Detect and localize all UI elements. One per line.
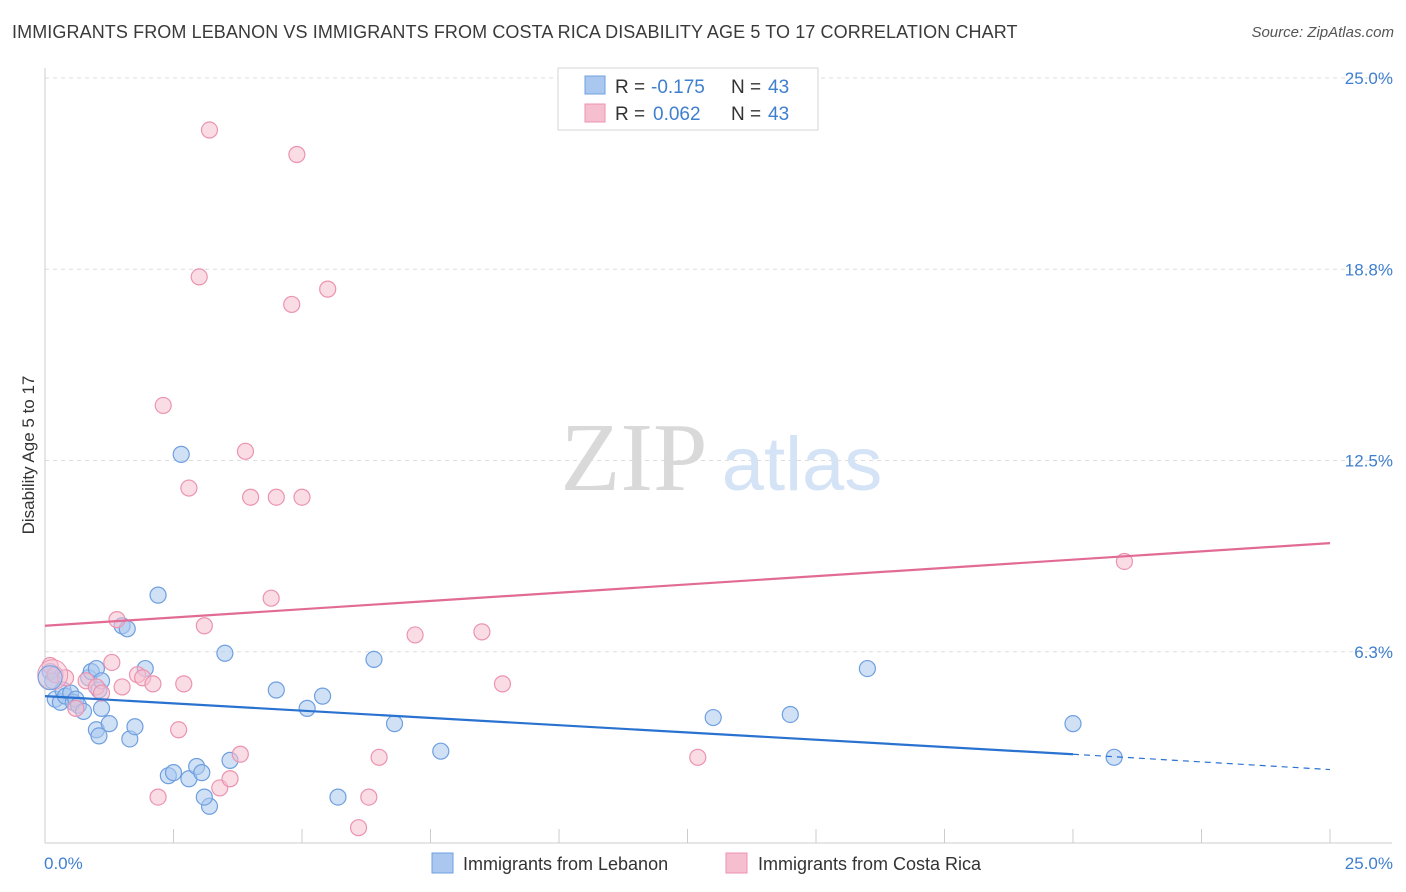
watermark: ZIP atlas [561,404,883,512]
lebanon-cluster [37,665,63,691]
costarica-point [493,675,512,693]
costarica-point [154,396,172,415]
costarica-point [67,699,85,717]
costarica-trend-line [44,542,1331,627]
costarica-point [267,488,285,506]
costarica-point [689,748,707,766]
stats-swatch-lebanon [584,75,606,95]
lebanon-point [216,644,234,662]
lebanon-point [267,681,285,699]
grid-layer [45,77,1392,653]
lebanon-point [149,586,167,604]
x-tick-label: 25.0% [1345,854,1393,873]
lebanon-point [92,699,111,717]
lebanon-point [298,699,316,717]
stats-r-label-costarica: R = [615,104,645,125]
legend-label-costarica[interactable]: Immigrants from Costa Rica [758,854,982,874]
lebanon-point [432,742,450,760]
costarica-point [200,121,219,139]
lebanon-point [704,708,722,727]
costarica-point [92,684,111,702]
costarica-point [113,678,131,696]
lebanon-point [164,764,183,782]
stats-r-label-lebanon: R = [615,77,645,98]
lebanon-point [195,788,213,806]
costarica-point [221,770,239,788]
watermark-zip: ZIP [561,404,708,512]
stats-n-value-costarica: 43 [768,104,789,125]
costarica-point [180,479,198,497]
legend-label-lebanon[interactable]: Immigrants from Lebanon [463,854,668,874]
y-tick-label: 6.3% [1354,643,1393,662]
y-tick-label: 25.0% [1345,69,1393,88]
lebanon-point [100,715,118,733]
costarica-point [242,488,260,506]
lebanon-point [313,687,332,705]
lebanon-point [385,715,404,733]
costarica-point [349,819,368,837]
stats-n-label-costarica: N = [731,104,761,125]
source-credit: Source: ZipAtlas.com [1251,24,1394,41]
y-tick-label: 12.5% [1345,452,1393,471]
lebanon-trend-extension [1072,753,1331,771]
costarica-point [103,653,121,672]
lebanon-point [781,705,799,724]
stats-n-label-lebanon: N = [731,77,761,98]
x-tick-label: 0.0% [44,854,83,873]
costarica-point [144,675,162,693]
costarica-point [293,488,311,506]
lebanon-point [193,764,211,782]
watermark-atlas: atlas [722,422,883,507]
legend-swatch-lebanon[interactable] [431,852,454,874]
stats-r-value-costarica: 0.062 [653,104,701,125]
costarica-point [406,626,424,644]
costarica-point [360,788,378,806]
lebanon-point [858,659,877,678]
costarica-point [108,611,126,629]
lebanon-point [329,788,347,806]
costarica-point [231,745,249,763]
y-tick-label: 18.8% [1345,260,1393,279]
lebanon-point [90,727,108,745]
stats-n-value-lebanon: 43 [768,77,789,98]
stats-legend: R = -0.175 N = 43 R = 0.062 N = 43 [557,67,819,131]
costarica-point [170,721,188,739]
chart-title: IMMIGRANTS FROM LEBANON VS IMMIGRANTS FR… [12,22,1018,42]
lebanon-trend-line [44,695,1074,756]
stats-r-value-lebanon: -0.175 [651,77,705,98]
series-legend: Immigrants from Lebanon Immigrants from … [431,852,982,874]
lebanon-point [1064,715,1082,733]
trend-layer [44,542,1331,771]
costarica-point [190,268,208,286]
costarica-point [236,442,255,460]
axes-layer [44,68,1392,844]
lebanon-point [126,718,144,736]
costarica-point [473,623,491,641]
costarica-point [149,788,167,806]
costarica-point [175,675,193,693]
costarica-point [262,589,280,607]
costarica-point [319,280,337,298]
stats-swatch-costarica [584,103,606,123]
costarica-point [283,295,301,314]
costarica-point [288,145,306,164]
legend-swatch-costarica[interactable] [725,852,748,874]
labels-layer: 6.3% 12.5% 18.8% 25.0% 0.0% 25.0% [44,69,1393,873]
costarica-point [370,748,388,766]
y-axis-label: Disability Age 5 to 17 [19,376,38,535]
costarica-point [195,617,213,635]
lebanon-point [365,650,383,669]
points-layer [37,121,1134,837]
lebanon-point [172,445,190,463]
